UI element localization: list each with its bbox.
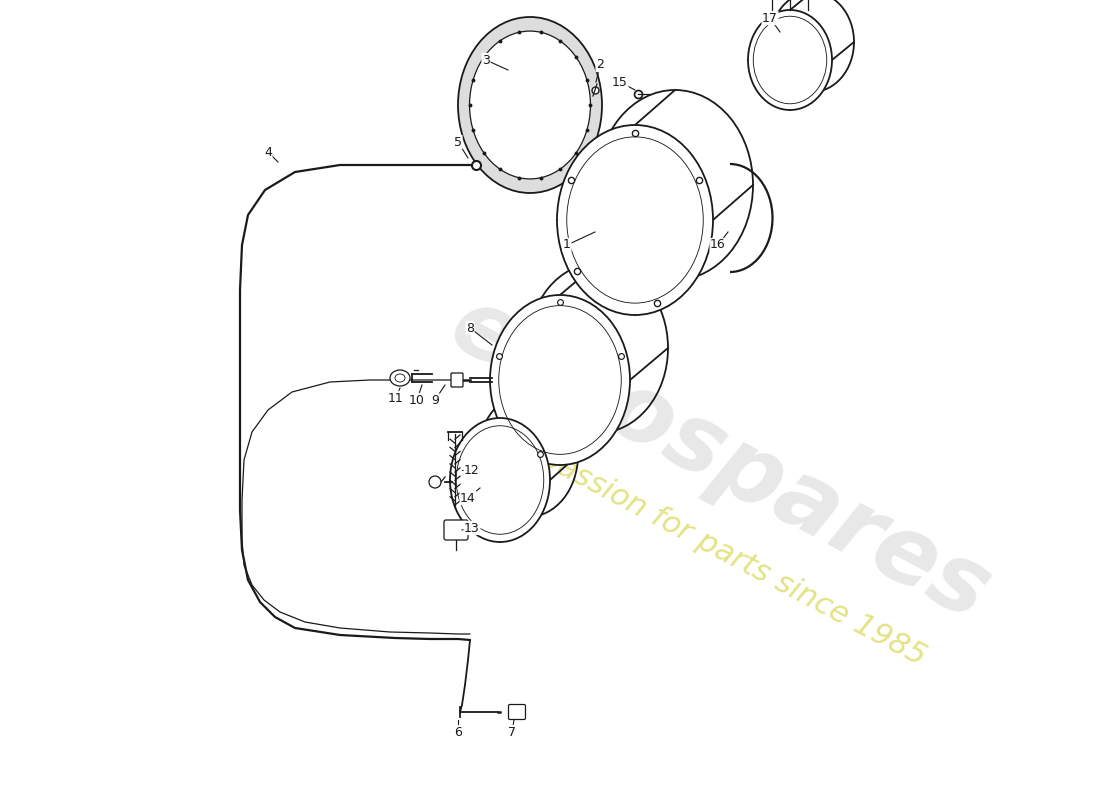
Text: 10: 10 [409,394,425,406]
Text: 17: 17 [762,11,778,25]
Text: 2: 2 [596,58,604,71]
Ellipse shape [557,125,713,315]
Text: 11: 11 [388,391,404,405]
Circle shape [429,476,441,488]
Text: 16: 16 [711,238,726,251]
Text: 9: 9 [431,394,439,406]
Text: 8: 8 [466,322,474,334]
Ellipse shape [458,17,602,193]
Text: 12: 12 [464,463,480,477]
Text: 14: 14 [460,491,476,505]
Text: a passion for parts since 1985: a passion for parts since 1985 [509,429,931,671]
Ellipse shape [490,295,630,465]
Text: 1: 1 [563,238,571,251]
Text: 3: 3 [482,54,490,66]
Ellipse shape [470,31,591,179]
Ellipse shape [748,10,832,110]
FancyBboxPatch shape [508,705,526,719]
Text: 7: 7 [508,726,516,738]
Text: 5: 5 [454,135,462,149]
FancyBboxPatch shape [451,373,463,387]
Text: eurospares: eurospares [434,279,1005,641]
Text: 13: 13 [464,522,480,534]
Text: 6: 6 [454,726,462,738]
Ellipse shape [450,418,550,542]
Text: 15: 15 [612,75,628,89]
Text: 4: 4 [264,146,272,158]
FancyBboxPatch shape [444,520,468,540]
Ellipse shape [390,370,410,386]
